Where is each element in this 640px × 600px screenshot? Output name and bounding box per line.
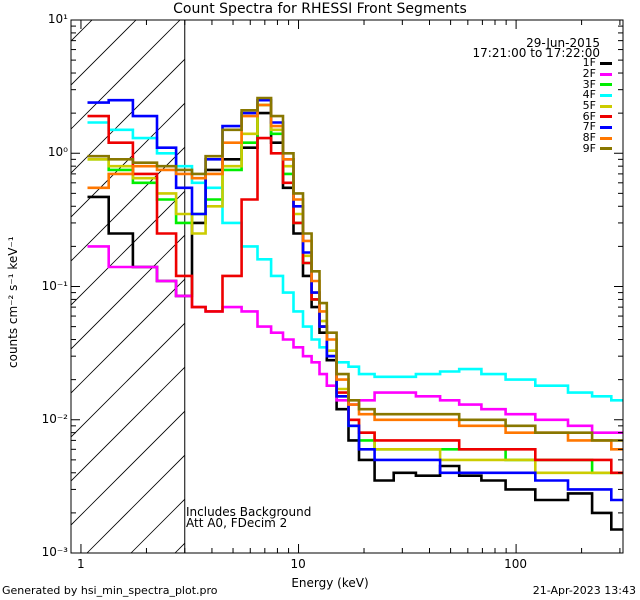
y-axis-label: counts cm⁻² s⁻¹ keV⁻¹ [6, 236, 20, 368]
legend-label: 9F [582, 141, 596, 155]
legend-entry: 4F [582, 88, 612, 102]
y-tick-label: 10⁻² [41, 411, 68, 426]
legend-swatch [600, 147, 612, 151]
y-tick-label: 10⁻³ [41, 545, 68, 559]
observation-time-range: 17:21:00 to 17:22:00 [472, 46, 600, 60]
legend-swatch [600, 72, 612, 76]
hatch-line [71, 366, 185, 482]
hatch-line [71, 20, 93, 42]
legend-swatch [600, 125, 612, 129]
observation-date: 29-Jun-2015 [526, 36, 600, 50]
hatch-line [71, 20, 181, 130]
background-note: Includes Background [186, 505, 312, 519]
hatch-line [71, 58, 185, 174]
series-4F [87, 121, 623, 402]
y-tick-label: 10¹ [47, 12, 68, 26]
legend-label: 2F [582, 67, 596, 81]
generated-by-note: Generated by hsi_min_spectra_plot.pro [2, 584, 218, 597]
series-5F [87, 103, 623, 475]
legend-label: 8F [582, 131, 596, 145]
legend-label: 3F [582, 77, 596, 91]
x-tick-label: 10 [290, 557, 306, 571]
series-1F [87, 111, 623, 531]
hatch-line [615, 0, 640, 553]
legend-swatch [600, 104, 612, 108]
legend-label: 4F [582, 88, 596, 102]
legend-swatch [600, 83, 612, 87]
hatch-line [130, 498, 185, 553]
legend-entry: 8F [582, 131, 612, 145]
generated-timestamp: 21-Apr-2023 13:43 [532, 584, 636, 597]
hatch-line [71, 278, 185, 394]
hatched-low-energy-region [71, 0, 640, 553]
legend-swatch [600, 93, 612, 97]
hatch-line [71, 234, 185, 350]
legend-entry: 9F [582, 141, 612, 155]
x-axis-label: Energy (keV) [291, 576, 369, 590]
legend-entry: 6F [583, 111, 612, 122]
legend-label: 6F [582, 109, 596, 123]
legend-label: 7F [582, 120, 596, 134]
x-tick-label: 100 [504, 557, 527, 571]
legend-swatch [600, 136, 612, 140]
x-tick-label: 1 [76, 557, 85, 571]
legend-entry: 1F [582, 56, 612, 70]
y-tick-label: 10⁰ [47, 145, 68, 160]
hatch-line [71, 190, 185, 306]
legend-swatch [600, 115, 612, 119]
legend-label: 1F [582, 56, 596, 70]
hatch-line [71, 146, 185, 262]
legend-entry: 7F [582, 120, 612, 134]
legend: 1F 2F 3F 4F 5F 6F 7F 8F 9F [582, 56, 612, 155]
chart-title: Count Spectra for RHESSI Front Segments [173, 1, 467, 17]
hatch-line [86, 454, 185, 553]
series-3F [87, 103, 623, 475]
y-tick-label: 10⁻¹ [41, 278, 68, 293]
hatch-line [71, 102, 185, 218]
legend-label: 5F [582, 99, 596, 113]
legend-entry: 3F [583, 79, 612, 90]
series-8F [87, 103, 623, 451]
hatch-line [174, 542, 185, 553]
legend-entry: 2F [582, 67, 612, 81]
legend-entry: 5F [582, 99, 612, 113]
attenuator-note: Att A0, FDecim 2 [186, 516, 288, 530]
hatch-line [483, 0, 640, 553]
hatch-line [71, 20, 137, 86]
hatch-line [71, 410, 185, 526]
legend-swatch [600, 61, 612, 65]
series-9F [87, 96, 623, 442]
